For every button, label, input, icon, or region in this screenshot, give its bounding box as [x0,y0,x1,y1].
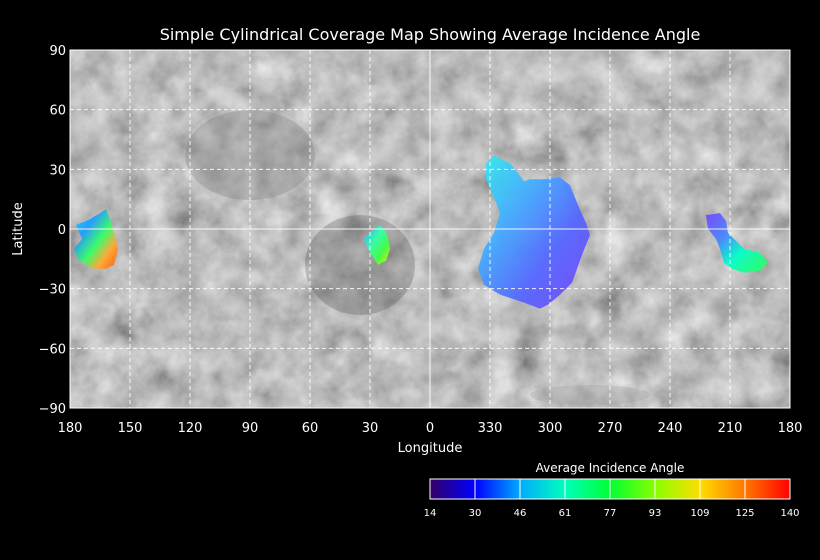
longitude-tick-label: 210 [718,421,743,436]
longitude-tick-label: 300 [538,421,563,436]
longitude-ticks: 180 150 120 90 60 30 0 330 300 270 240 210 180 [58,421,803,436]
latitude-ticks: 90 60 30 0 −30 −60 −90 [39,44,66,417]
latitude-tick-label: 90 [49,44,66,59]
longitude-tick-label: 90 [242,421,259,436]
longitude-tick-label: 240 [658,421,683,436]
longitude-tick-label: 60 [302,421,319,436]
colorbar-tick-label: 14 [424,508,437,519]
latitude-tick-label: 30 [49,163,66,178]
longitude-tick-label: 270 [598,421,623,436]
coverage-region-large-central [478,155,590,309]
colorbar-tick-label: 77 [604,508,617,519]
x-axis-label: Longitude [398,441,463,456]
map-grid [70,50,790,408]
latitude-tick-label: −90 [39,402,66,417]
latitude-tick-label: −30 [39,283,66,298]
colorbar-tick-label: 125 [735,508,754,519]
latitude-tick-label: 60 [49,104,66,119]
y-axis-label: Latitude [11,202,26,256]
map-frame [69,49,791,409]
colorbar-tick-label: 93 [649,508,662,519]
coverage-regions [74,155,768,309]
colorbar: Average Incidence Angle 14 30 46 61 77 93 109 1… [424,461,800,519]
coverage-region-far-west [74,209,118,269]
colorbar-tick-label: 30 [469,508,482,519]
coverage-region-east [706,213,768,273]
longitude-tick-label: 0 [426,421,434,436]
longitude-tick-label: 120 [178,421,203,436]
colorbar-tick-label: 140 [780,508,799,519]
latitude-tick-label: −60 [39,342,66,357]
longitude-tick-label: 150 [118,421,143,436]
map-title: Simple Cylindrical Coverage Map Showing … [160,25,701,44]
colorbar-tick-label: 46 [514,508,527,519]
colorbar-title: Average Incidence Angle [536,461,685,475]
colorbar-ticks: 14 30 46 61 77 93 109 125 140 [424,479,800,519]
latitude-tick-label: 0 [58,223,66,238]
longitude-tick-label: 180 [58,421,83,436]
longitude-tick-label: 30 [362,421,379,436]
longitude-tick-label: 180 [778,421,803,436]
colorbar-tick-label: 109 [690,508,709,519]
colorbar-tick-label: 61 [559,508,572,519]
longitude-tick-label: 330 [478,421,503,436]
